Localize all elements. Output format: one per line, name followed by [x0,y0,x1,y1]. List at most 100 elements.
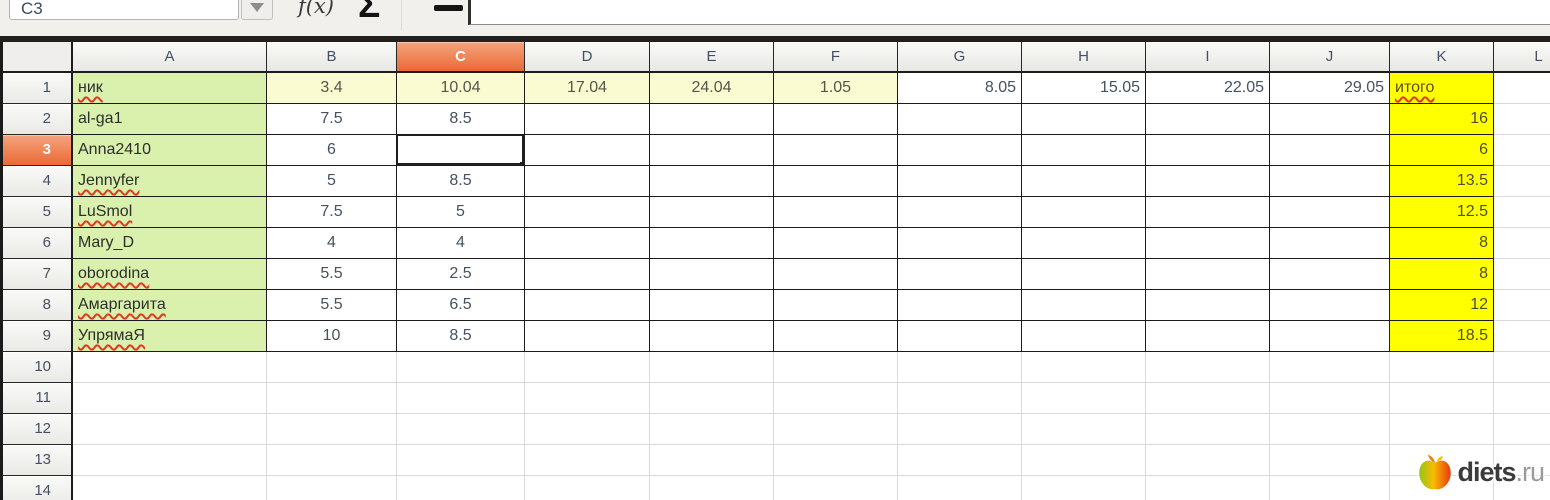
cell-H11[interactable] [1022,383,1146,414]
cell-A10[interactable] [73,352,267,383]
cell-A5[interactable]: LuSmol [73,197,267,228]
cell-G11[interactable] [898,383,1022,414]
column-header-B[interactable]: B [267,42,397,73]
cell-F1[interactable]: 1.05 [774,73,898,104]
cell-H6[interactable] [1022,228,1146,259]
cell-B13[interactable] [267,445,397,476]
cell-A12[interactable] [73,414,267,445]
row-header-10[interactable]: 10 [3,352,73,383]
cell-A9[interactable]: УпрямаЯ [73,321,267,352]
column-header-K[interactable]: K [1390,42,1494,73]
cell-E3[interactable] [650,135,774,166]
cell-G10[interactable] [898,352,1022,383]
cell-F13[interactable] [774,445,898,476]
cell-G6[interactable] [898,228,1022,259]
cell-J4[interactable] [1270,166,1390,197]
cell-J8[interactable] [1270,290,1390,321]
cell-F5[interactable] [774,197,898,228]
cell-L1[interactable] [1494,73,1550,104]
cell-J2[interactable] [1270,104,1390,135]
cell-B9[interactable]: 10 [267,321,397,352]
row-header-5[interactable]: 5 [3,197,73,228]
cell-A8[interactable]: Амаргарита [73,290,267,321]
cell-G5[interactable] [898,197,1022,228]
cell-K8[interactable]: 12 [1390,290,1494,321]
cell-C5[interactable]: 5 [397,197,525,228]
column-header-D[interactable]: D [525,42,650,73]
cell-B1[interactable]: 3.4 [267,73,397,104]
cell-D5[interactable] [525,197,650,228]
cell-H7[interactable] [1022,259,1146,290]
cell-F2[interactable] [774,104,898,135]
cell-F9[interactable] [774,321,898,352]
cell-A4[interactable]: Jennyfer [73,166,267,197]
cell-J11[interactable] [1270,383,1390,414]
name-box-dropdown-button[interactable] [241,0,273,20]
cell-L2[interactable] [1494,104,1550,135]
column-header-E[interactable]: E [650,42,774,73]
column-header-H[interactable]: H [1022,42,1146,73]
cell-B3[interactable]: 6 [267,135,397,166]
cell-J3[interactable] [1270,135,1390,166]
cell-E2[interactable] [650,104,774,135]
row-header-13[interactable]: 13 [3,445,73,476]
cell-L12[interactable] [1494,414,1550,445]
cell-G13[interactable] [898,445,1022,476]
cell-H8[interactable] [1022,290,1146,321]
column-header-J[interactable]: J [1270,42,1390,73]
cell-B8[interactable]: 5.5 [267,290,397,321]
cell-B11[interactable] [267,383,397,414]
cell-A2[interactable]: al-ga1 [73,104,267,135]
row-header-1[interactable]: 1 [3,73,73,104]
cell-A1[interactable]: ник [73,73,267,104]
cell-D7[interactable] [525,259,650,290]
cell-H3[interactable] [1022,135,1146,166]
cell-D11[interactable] [525,383,650,414]
cell-E6[interactable] [650,228,774,259]
cell-C14[interactable] [397,476,525,500]
cell-E11[interactable] [650,383,774,414]
cell-I3[interactable] [1146,135,1270,166]
column-header-A[interactable]: A [73,42,267,73]
cell-L7[interactable] [1494,259,1550,290]
row-header-14[interactable]: 14 [3,476,73,500]
cell-K11[interactable] [1390,383,1494,414]
cell-reference-input[interactable]: C3 [9,0,239,20]
cell-C12[interactable] [397,414,525,445]
cell-K10[interactable] [1390,352,1494,383]
cell-E13[interactable] [650,445,774,476]
cell-B4[interactable]: 5 [267,166,397,197]
cell-J14[interactable] [1270,476,1390,500]
column-header-G[interactable]: G [898,42,1022,73]
cell-D9[interactable] [525,321,650,352]
row-header-6[interactable]: 6 [3,228,73,259]
cell-J7[interactable] [1270,259,1390,290]
cell-A3[interactable]: Anna2410 [73,135,267,166]
column-header-I[interactable]: I [1146,42,1270,73]
cell-H12[interactable] [1022,414,1146,445]
cell-F7[interactable] [774,259,898,290]
cell-K14[interactable] [1390,476,1494,500]
cell-F14[interactable] [774,476,898,500]
cell-F8[interactable] [774,290,898,321]
cell-D6[interactable] [525,228,650,259]
cell-K12[interactable] [1390,414,1494,445]
cell-C10[interactable] [397,352,525,383]
cell-G9[interactable] [898,321,1022,352]
cell-K1[interactable]: итого [1390,73,1494,104]
cell-D2[interactable] [525,104,650,135]
cell-D8[interactable] [525,290,650,321]
cell-L4[interactable] [1494,166,1550,197]
cell-D3[interactable] [525,135,650,166]
cell-J13[interactable] [1270,445,1390,476]
cell-J1[interactable]: 29.05 [1270,73,1390,104]
cell-I6[interactable] [1146,228,1270,259]
cell-D12[interactable] [525,414,650,445]
column-header-F[interactable]: F [774,42,898,73]
cell-H5[interactable] [1022,197,1146,228]
cell-L9[interactable] [1494,321,1550,352]
cell-K2[interactable]: 16 [1390,104,1494,135]
cell-F3[interactable] [774,135,898,166]
cell-I12[interactable] [1146,414,1270,445]
row-header-9[interactable]: 9 [3,321,73,352]
